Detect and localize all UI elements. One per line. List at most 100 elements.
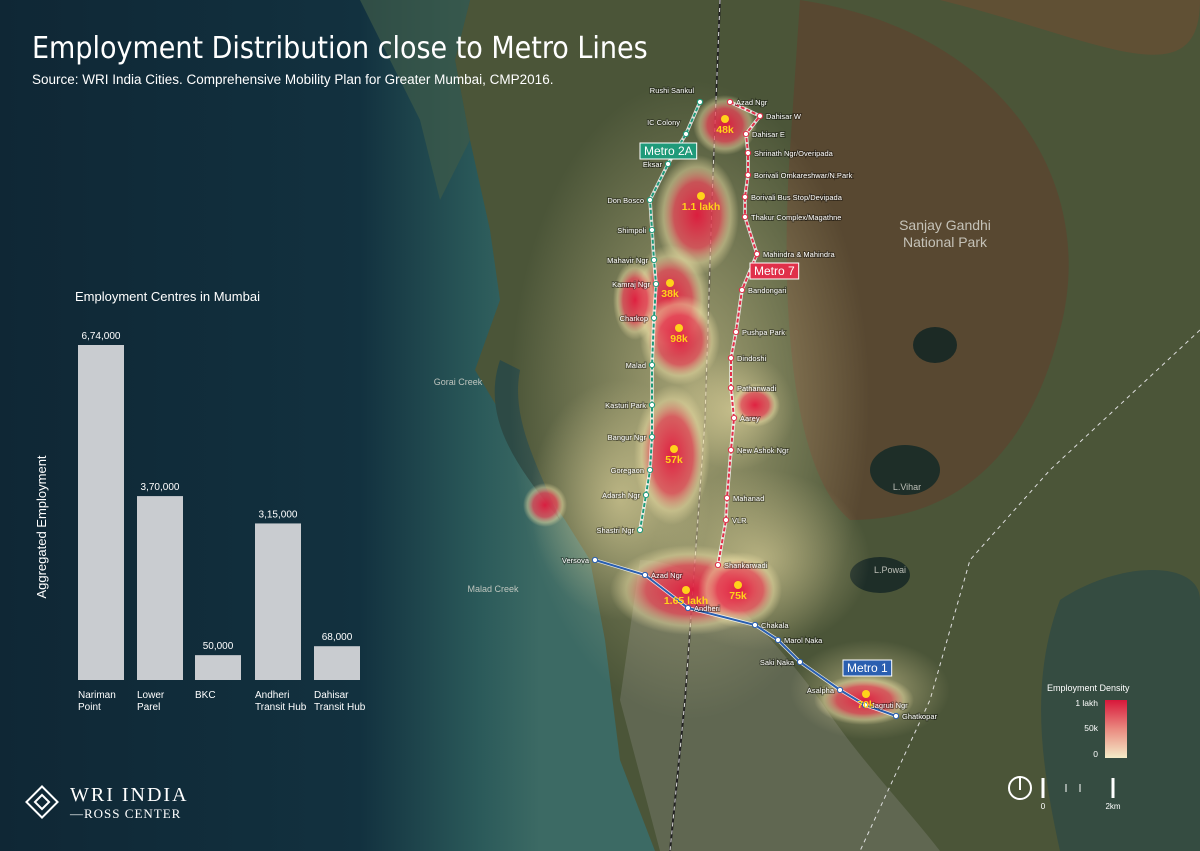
category-label: BKC bbox=[195, 690, 216, 701]
station-label: Asalpha bbox=[807, 686, 835, 695]
heat-blob bbox=[640, 295, 720, 385]
station-label: Thakur Complex/Magathne bbox=[751, 213, 841, 222]
legend-label: 50k bbox=[1084, 723, 1098, 733]
heat-blob bbox=[698, 552, 782, 628]
station-label: Shankarwadi bbox=[724, 561, 768, 570]
station bbox=[641, 571, 649, 579]
category-label: Andheri Transit Hub bbox=[255, 690, 307, 713]
hotspot-label: 38k bbox=[661, 288, 679, 300]
place-label: L.Vihar bbox=[893, 482, 921, 492]
station-label: Kamraj Ngr bbox=[612, 280, 650, 289]
hotspot-label: 75k bbox=[729, 590, 747, 602]
scale-label: 0 bbox=[1041, 802, 1046, 811]
station-label: Kasturi Park bbox=[605, 401, 646, 410]
category-label: Dahisar Transit Hub bbox=[314, 690, 366, 713]
station-label: Jagruti Ngr bbox=[871, 701, 908, 710]
value-label: 50,000 bbox=[203, 641, 234, 652]
bar bbox=[195, 655, 241, 680]
station-label: Azad Ngr bbox=[736, 98, 768, 107]
place-label: Malad Creek bbox=[467, 584, 519, 594]
station-label: IC Colony bbox=[647, 118, 680, 127]
legend-label: 1 lakh bbox=[1075, 698, 1098, 708]
station-label: Azad Ngr bbox=[651, 571, 683, 580]
station bbox=[726, 98, 734, 106]
station-label: Dindoshi bbox=[737, 354, 767, 363]
station bbox=[723, 494, 731, 502]
hotspot-label: 70k bbox=[857, 699, 875, 711]
bar bbox=[314, 646, 360, 680]
bar bbox=[137, 496, 183, 680]
station bbox=[650, 314, 658, 322]
station bbox=[648, 401, 656, 409]
hotspot-dot bbox=[670, 445, 678, 453]
lake bbox=[913, 327, 957, 363]
station-label: Ghatkopar bbox=[902, 712, 938, 721]
labels: 48k 1.1 lakh 38k 98k 57k 1.65 lakh 75k 70k Rushi… bbox=[434, 85, 991, 722]
line-tag: Metro 1 bbox=[847, 661, 888, 675]
heat-blob bbox=[730, 383, 780, 427]
station-label: Don Bosco bbox=[607, 196, 644, 205]
station-label: Bandongari bbox=[748, 286, 787, 295]
lake bbox=[870, 445, 940, 495]
category-label: Lower Parel bbox=[137, 690, 165, 713]
station bbox=[732, 328, 740, 336]
place-label: Sanjay Gandhi National Park bbox=[899, 217, 991, 250]
hotspot-dot bbox=[675, 324, 683, 332]
station bbox=[742, 130, 750, 138]
station-label: Dahisar W bbox=[766, 112, 802, 121]
station bbox=[836, 686, 844, 694]
station bbox=[646, 196, 654, 204]
station-label: Andheri bbox=[694, 604, 720, 613]
station-label: Charkop bbox=[620, 314, 648, 323]
hotspot-dot bbox=[862, 690, 870, 698]
heat-blob bbox=[613, 260, 657, 340]
station-label: Pathanwadi bbox=[737, 384, 777, 393]
station-label: New Ashok Ngr bbox=[737, 446, 789, 455]
value-label: 3,15,000 bbox=[259, 509, 298, 520]
station bbox=[741, 213, 749, 221]
title: Employment Distribution close to Metro L… bbox=[32, 31, 648, 66]
station bbox=[727, 446, 735, 454]
station-label: Borivali Bus Stop/Devipada bbox=[751, 193, 843, 202]
bar bbox=[255, 523, 301, 680]
station bbox=[664, 160, 672, 168]
station-label: Goregaon bbox=[611, 466, 644, 475]
value-label: 6,74,000 bbox=[82, 331, 121, 342]
hotspot-label: 98k bbox=[670, 333, 688, 345]
hotspot-dot bbox=[697, 192, 705, 200]
station bbox=[774, 636, 782, 644]
shore bbox=[360, 0, 470, 200]
legend-title: Employment Density bbox=[1047, 683, 1130, 693]
station bbox=[636, 526, 644, 534]
station-label: Borivali Omkareshwar/N.Park bbox=[754, 171, 853, 180]
station bbox=[684, 604, 692, 612]
station bbox=[744, 149, 752, 157]
station bbox=[751, 621, 759, 629]
station bbox=[696, 98, 704, 106]
logo: WRI INDIA —ROSS CENTER bbox=[25, 784, 187, 821]
bar bbox=[78, 345, 124, 680]
station-label: Aarey bbox=[740, 414, 760, 423]
station-label: Mahindra & Mahindra bbox=[763, 250, 836, 259]
station bbox=[642, 491, 650, 499]
hotspot-label: 1.65 lakh bbox=[664, 595, 708, 607]
station-label: Malad bbox=[626, 361, 646, 370]
legend-label: 0 bbox=[1093, 749, 1098, 759]
station-label: Versova bbox=[562, 556, 590, 565]
station bbox=[730, 414, 738, 422]
hotspot-label: 48k bbox=[716, 124, 734, 136]
station bbox=[756, 112, 764, 120]
station bbox=[648, 433, 656, 441]
logo-icon bbox=[25, 785, 59, 819]
bar-chart: 6,74,000 3,70,000 50,000 3,15,000 68,000 bbox=[78, 331, 360, 680]
heat-blob bbox=[523, 483, 567, 527]
station bbox=[753, 250, 761, 258]
station bbox=[861, 701, 869, 709]
hotspot-label: 57k bbox=[665, 454, 683, 466]
station-label: Shrinath Ngr/Overipada bbox=[754, 149, 834, 158]
scale-label: 2km bbox=[1105, 802, 1120, 811]
value-label: 3,70,000 bbox=[141, 482, 180, 493]
station-label: Saki Naka bbox=[760, 658, 795, 667]
line-tag-box bbox=[842, 659, 893, 677]
